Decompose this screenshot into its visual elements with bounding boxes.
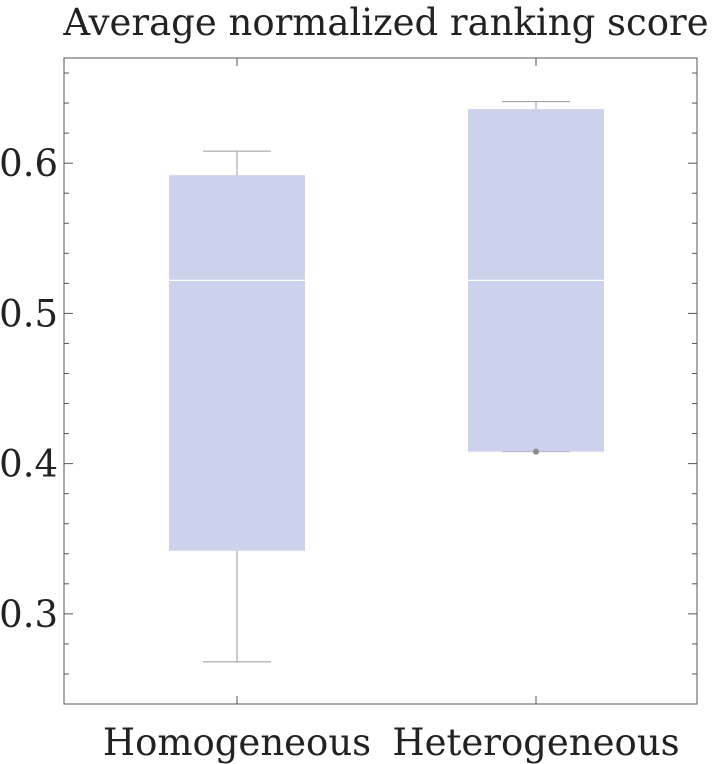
axis-labels: 0.3 0.4 0.5 0.6 Homogeneous Heterogeneous [0, 142, 680, 764]
y-tick-label: 0.6 [0, 142, 58, 185]
y-tick-label: 0.3 [0, 593, 58, 636]
box-heterogeneous [468, 101, 604, 455]
outlier-point [533, 448, 539, 455]
x-category-label: Homogeneous [103, 721, 371, 764]
x-category-label: Heterogeneous [392, 721, 679, 764]
box-homogeneous [169, 150, 305, 663]
plot-frame [63, 57, 698, 705]
y-tick-label: 0.4 [0, 443, 58, 486]
y-axis-ticks [64, 58, 697, 705]
iqr-box [169, 175, 305, 551]
box-series [169, 101, 604, 663]
y-tick-label: 0.5 [0, 292, 58, 335]
chart-title: Average normalized ranking score [62, 1, 708, 44]
